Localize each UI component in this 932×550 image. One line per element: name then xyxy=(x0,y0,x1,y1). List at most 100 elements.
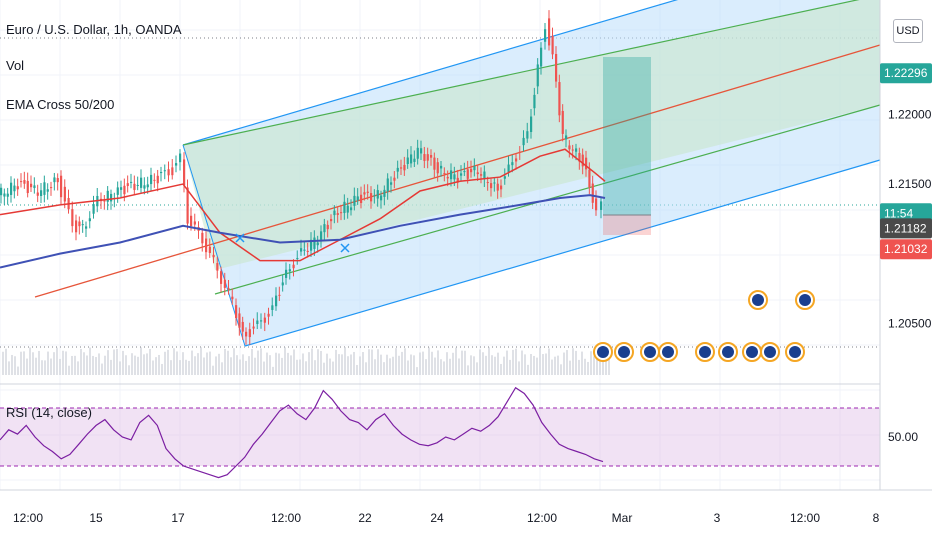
volume-legend[interactable]: Vol xyxy=(6,58,25,73)
volume-bar xyxy=(308,352,310,375)
candle-body xyxy=(310,239,313,251)
candle-body xyxy=(167,169,170,176)
volume-bar xyxy=(122,350,124,375)
candle-body xyxy=(410,154,413,164)
candle-body xyxy=(3,193,6,197)
volume-bar xyxy=(458,358,460,375)
candle-body xyxy=(296,257,299,259)
volume-bar xyxy=(206,352,208,375)
volume-bar xyxy=(185,359,187,375)
volume-bar xyxy=(128,365,130,375)
candle-body xyxy=(275,295,278,307)
volume-bar xyxy=(140,347,142,375)
candle-body xyxy=(241,321,244,332)
candle-body xyxy=(343,201,346,214)
candle-body xyxy=(503,176,506,179)
volume-bar xyxy=(62,350,64,375)
currency-button[interactable]: USD xyxy=(893,19,923,43)
volume-bar xyxy=(293,349,295,375)
candle-body xyxy=(20,181,23,183)
volume-bar xyxy=(173,348,175,375)
long-position-tool[interactable] xyxy=(603,57,651,235)
position-loss-zone xyxy=(603,215,651,235)
price-tick-label: 1.21500 xyxy=(888,177,932,191)
volume-bar xyxy=(296,359,298,375)
candle-body xyxy=(136,184,139,187)
volume-bar xyxy=(494,356,496,375)
candle-body xyxy=(440,165,443,169)
price-badges: 1.22296 11:541.21182 1.21032 xyxy=(880,63,932,260)
ema-50-line xyxy=(0,148,606,262)
time-tick-label: 12:00 xyxy=(13,511,43,525)
candle-body xyxy=(46,189,49,192)
volume-bar xyxy=(95,357,97,375)
volume-bar xyxy=(605,352,607,375)
volume-bar xyxy=(302,353,304,375)
candle-body xyxy=(565,135,568,140)
ema-legend[interactable]: EMA Cross 50/200 xyxy=(6,97,115,112)
candle-body xyxy=(473,166,476,171)
volume-bar xyxy=(314,360,316,375)
time-tick-label: Mar xyxy=(612,511,633,525)
candle-body xyxy=(92,204,95,214)
economic-events[interactable] xyxy=(593,290,815,362)
candle-body xyxy=(163,170,166,172)
volume-bar xyxy=(20,351,22,375)
volume-bar xyxy=(221,362,223,375)
ema-lines xyxy=(0,148,606,269)
volume-bar xyxy=(299,359,301,375)
volume-bar xyxy=(80,348,82,375)
volume-bar xyxy=(371,349,373,375)
candle-body xyxy=(267,313,270,317)
candle-body xyxy=(450,170,453,180)
volume-bar xyxy=(2,351,4,375)
candle-body xyxy=(518,151,521,153)
volume-bar xyxy=(359,356,361,375)
time-tick-label: 24 xyxy=(430,511,444,525)
volume-bar xyxy=(467,365,469,375)
symbol-title[interactable]: Euro / U.S. Dollar, 1h, OANDA xyxy=(6,22,182,37)
volume-bar xyxy=(83,352,85,375)
ema-cross-icon xyxy=(340,243,350,253)
candle-body xyxy=(116,187,119,195)
candle-body xyxy=(88,218,91,222)
candle-body xyxy=(443,173,446,175)
candle-body xyxy=(126,183,129,187)
volume-bar xyxy=(506,350,508,375)
candle-body xyxy=(160,171,163,174)
candle-body xyxy=(208,246,211,254)
candle-body xyxy=(306,250,309,252)
candle-body xyxy=(400,167,403,169)
candle-body xyxy=(380,195,383,201)
candle-body xyxy=(36,192,39,196)
candle-body xyxy=(288,269,291,272)
volume-bar xyxy=(290,355,292,375)
candle-body xyxy=(433,157,436,170)
candle-body xyxy=(453,174,456,180)
volume-bar xyxy=(41,360,43,375)
volume-bar xyxy=(26,358,28,375)
time-tick-label: 12:00 xyxy=(271,511,301,525)
pitchfork-upper-inner-line xyxy=(182,0,860,146)
candle-body xyxy=(303,249,306,251)
volume-bar xyxy=(149,348,151,375)
volume-bar xyxy=(482,352,484,375)
candle-body xyxy=(56,178,59,183)
volume-bar xyxy=(245,360,247,375)
volume-bar xyxy=(239,359,241,375)
volume-bar xyxy=(410,354,412,375)
candle-body xyxy=(466,169,469,179)
rsi-legend[interactable]: RSI (14, close) xyxy=(6,405,92,420)
candle-body xyxy=(340,212,343,214)
volume-bar xyxy=(137,356,139,375)
candle-body xyxy=(150,174,153,185)
volume-bar xyxy=(398,355,400,375)
volume-bar xyxy=(470,355,472,375)
volume-bar xyxy=(101,363,103,375)
volume-bar xyxy=(578,359,580,375)
volume-bar xyxy=(473,356,475,375)
volume-bars xyxy=(2,347,610,375)
candle-body xyxy=(146,184,149,188)
volume-bar xyxy=(491,355,493,375)
